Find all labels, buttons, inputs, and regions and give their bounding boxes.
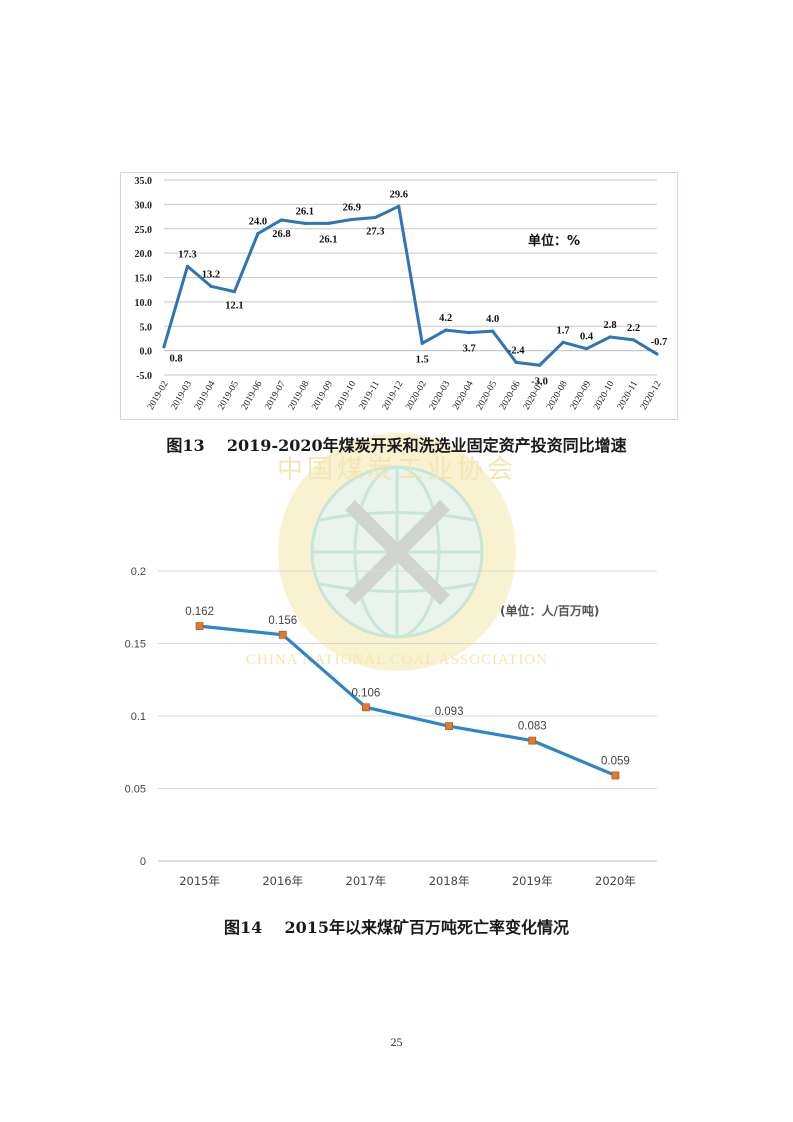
chart1-investment-growth: 35.0 30.0 25.0 20.0 15.0 10.0 5.0 0.0 -5.0 0.8 17.… — [135, 176, 668, 412]
chart1-data-label: 29.6 — [390, 189, 408, 200]
chart1-data-label: -3.0 — [531, 376, 548, 387]
chart1-data-point — [279, 218, 283, 222]
chart1-data-label: 17.3 — [178, 249, 196, 260]
chart1-data-label: 12.1 — [225, 301, 243, 312]
chart1-xtick-label: 2020-03 — [428, 379, 453, 412]
chart1-xtick-label: 2019-09 — [310, 379, 335, 412]
chart1-data-label: -2.4 — [508, 345, 525, 356]
chart1-data-point — [538, 363, 542, 367]
chart1-data-label: 0.4 — [580, 332, 594, 343]
chart1-xtick-label: 2019-08 — [287, 379, 312, 412]
chart1-xtick-label: 2020-10 — [592, 379, 617, 412]
chart1-xtick-label: 2020-07 — [522, 379, 547, 412]
chart1-data-label: 27.3 — [366, 227, 384, 238]
chart1-data-label: 26.1 — [296, 206, 314, 217]
chart1-data-point — [373, 215, 377, 220]
chart1-data-point — [420, 341, 424, 345]
chart1-series-line — [162, 204, 658, 367]
chart1-xtick-label: 2020-11 — [616, 379, 640, 411]
chart1-data-label: 0.8 — [169, 354, 182, 365]
chart1-xtick-label: 2020-08 — [545, 379, 570, 412]
chart1-data-point — [655, 352, 659, 356]
chart1-xtick-label: 2019-02 — [146, 379, 171, 412]
chart1-ytick-label: 0.0 — [140, 347, 153, 358]
chart1-data-point — [209, 284, 213, 288]
chart1-data-point — [303, 221, 307, 225]
watermark-cn-text: 中国煤炭工业协会 — [277, 455, 517, 485]
chart1-data-point — [326, 221, 330, 225]
chart1-ytick-label: 20.0 — [135, 249, 153, 260]
chart1-xtick-label: 2020-04 — [451, 379, 476, 412]
chart1-data-point — [185, 264, 190, 268]
chart1-data-point — [584, 347, 589, 351]
chart1-data-point — [162, 345, 166, 349]
chart1-data-point — [514, 360, 518, 364]
watermark-en-text: CHINA NATIONAL COAL ASSOCIATION — [246, 652, 548, 668]
chart1-data-point — [350, 217, 354, 222]
chart1-caption: 图13 2019-2020年煤炭开采和洗选业固定资产投资同比增速 — [166, 436, 627, 455]
chart1-data-label: 3.7 — [463, 344, 476, 355]
chart2-caption: 图14 2015年以来煤矿百万吨死亡率变化情况 — [223, 918, 570, 937]
chart1-data-point — [561, 340, 565, 344]
chart1-ytick-label: 25.0 — [135, 225, 153, 236]
chart1-xtick-label: 2019-05 — [217, 379, 242, 412]
page-number: 25 — [390, 1035, 403, 1049]
chart1-unit-label: 单位：% — [528, 233, 580, 249]
chart1-data-label: 26.9 — [343, 202, 361, 213]
chart1-data-point — [397, 204, 401, 208]
chart1-xtick-label: 2020-05 — [475, 379, 500, 412]
chart1-ytick-label: 5.0 — [140, 322, 153, 333]
chart1-xtick-label: 2019-03 — [170, 379, 195, 412]
chart1-ytick-label: 10.0 — [135, 298, 153, 309]
chart1-data-point — [608, 335, 612, 339]
chart1-ytick-label: 15.0 — [135, 274, 153, 285]
chart1-data-point — [444, 328, 448, 332]
chart1-data-label: 1.7 — [557, 325, 570, 336]
chart1-data-label: 4.0 — [486, 314, 499, 325]
chart1-xtick-label: 2019-12 — [381, 379, 406, 412]
chart1-data-label: 26.8 — [272, 229, 290, 240]
chart1-xtick-label: 2020-09 — [569, 379, 594, 412]
chart1-data-label: 4.2 — [439, 313, 452, 324]
chart1-xtick-label: 2020-12 — [639, 379, 664, 412]
chart1-data-label: 2.2 — [627, 323, 640, 334]
chart1-data-label: 26.1 — [319, 234, 337, 245]
chart1-xtick-label: 2019-06 — [240, 379, 265, 412]
chart1-data-label: 13.2 — [202, 269, 220, 280]
chart1-xtick-label: 2019-07 — [263, 379, 288, 412]
chart1-data-point — [467, 330, 471, 335]
chart1-xtick-label: 2019-11 — [358, 379, 382, 411]
chart1-data-point — [256, 232, 260, 236]
chart1-xtick-label: 2020-06 — [498, 379, 523, 412]
chart1-ytick-label: -5.0 — [136, 371, 152, 382]
chart1-ytick-label: 30.0 — [135, 200, 153, 211]
chart1-xtick-label: 2019-10 — [334, 379, 359, 412]
chart1-data-label: -0.7 — [651, 337, 668, 348]
chart1-data-point — [491, 329, 495, 333]
chart1-data-point — [631, 338, 636, 342]
chart1-xtick-label: 2019-04 — [193, 379, 218, 412]
chart1-xtick-label: 2020-02 — [404, 379, 429, 412]
chart1-ytick-label: 35.0 — [135, 176, 153, 187]
chart1-data-point — [232, 290, 237, 294]
chart1-data-label: 24.0 — [249, 217, 267, 228]
chart1-data-label: 2.8 — [603, 320, 616, 331]
chart1-data-label: 1.5 — [416, 354, 429, 365]
